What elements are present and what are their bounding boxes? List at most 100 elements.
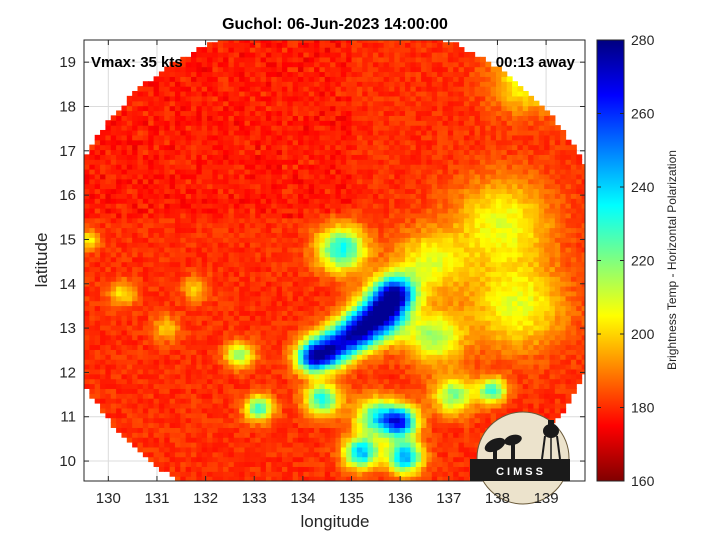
heat-cell: [549, 383, 556, 389]
heat-cell: [340, 451, 347, 458]
heat-cell: [185, 417, 192, 424]
heat-cell: [495, 407, 502, 414]
heat-cell: [490, 256, 497, 263]
heat-cell: [517, 246, 524, 253]
heat-cell: [89, 349, 96, 355]
heat-cell: [158, 359, 165, 365]
heat-cell: [126, 251, 133, 258]
heat-cell: [164, 256, 171, 263]
heat-cell: [319, 256, 326, 263]
heat-cell: [479, 281, 486, 287]
heat-cell: [415, 339, 422, 346]
heat-cell: [405, 329, 411, 336]
heat-cell: [314, 432, 321, 438]
heat-cell: [324, 266, 331, 272]
heat-cell: [100, 251, 106, 258]
heat-cell: [191, 373, 197, 380]
heat-cell: [249, 398, 256, 404]
heat-cell: [340, 417, 347, 424]
heat-cell: [142, 276, 149, 282]
heat-cell: [549, 334, 556, 341]
heat-cell: [463, 300, 470, 307]
heat-cell: [410, 237, 417, 243]
heat-cell: [116, 368, 123, 375]
heat-cell: [164, 305, 171, 311]
heat-cell: [84, 261, 90, 268]
heat-cell: [314, 227, 321, 233]
heat-cell: [362, 315, 369, 321]
heat-cell: [121, 359, 128, 365]
heat-cell: [576, 334, 583, 341]
heat-cell: [485, 422, 492, 428]
heat-cell: [474, 281, 481, 287]
heat-cell: [185, 344, 192, 350]
heat-cell: [447, 310, 454, 316]
heat-cell: [421, 237, 428, 243]
heat-cell: [217, 276, 224, 282]
heat-cell: [223, 383, 230, 389]
heat-cell: [431, 427, 438, 433]
heat-cell: [319, 388, 326, 394]
heat-cell: [415, 300, 422, 307]
heat-cell: [314, 363, 321, 370]
heat-cell: [169, 290, 176, 297]
heat-cell: [292, 388, 299, 394]
heat-cell: [223, 446, 230, 453]
heat-cell: [367, 388, 374, 394]
heat-cell: [84, 334, 90, 341]
heat-cell: [148, 242, 155, 248]
heat-cell: [544, 256, 551, 263]
heat-cell: [249, 368, 256, 375]
heat-cell: [560, 334, 567, 341]
heat-cell: [116, 402, 123, 409]
heat-cell: [340, 466, 347, 472]
heat-cell: [207, 349, 214, 355]
heat-cell: [544, 295, 551, 302]
heat-cell: [121, 256, 128, 263]
heat-cell: [137, 373, 144, 380]
heat-cell: [260, 237, 267, 243]
heat-cell: [581, 261, 585, 268]
heat-cell: [426, 363, 433, 370]
heat-cell: [314, 212, 321, 219]
heat-cell: [378, 354, 385, 360]
heat-cell: [554, 222, 561, 229]
heat-cell: [94, 363, 101, 370]
heat-cell: [340, 256, 347, 263]
heat-cell: [233, 320, 240, 326]
heat-cell: [153, 261, 160, 268]
heat-cell: [437, 437, 444, 443]
heat-cell: [330, 354, 337, 360]
heat-cell: [207, 427, 214, 433]
heat-cell: [517, 368, 524, 375]
heat-cell: [463, 378, 470, 385]
heat-cell: [560, 207, 567, 214]
heat-cell: [201, 402, 208, 409]
heat-cell: [399, 432, 406, 438]
heat-cell: [228, 451, 235, 458]
heat-cell: [517, 329, 524, 336]
heat-cell: [495, 237, 502, 243]
heat-cell: [351, 290, 358, 297]
heat-cell: [458, 407, 465, 414]
heat-cell: [105, 368, 112, 375]
heat-cell: [276, 305, 283, 311]
heat-cell: [362, 251, 369, 258]
heat-cell: [191, 339, 197, 346]
heat-cell: [388, 300, 395, 307]
heat-cell: [324, 412, 331, 419]
heat-cell: [217, 432, 224, 438]
heat-cell: [126, 207, 133, 214]
heat-cell: [276, 368, 283, 375]
heat-cell: [442, 442, 449, 448]
heat-cell: [356, 466, 363, 472]
heat-cell: [121, 320, 128, 326]
heat-cell: [287, 456, 294, 463]
heat-cell: [490, 393, 497, 399]
heat-cell: [239, 471, 246, 477]
heat-cell: [110, 407, 117, 414]
heat-cell: [453, 437, 460, 443]
heat-cell: [528, 246, 535, 253]
heat-cell: [533, 402, 540, 409]
heat-cell: [485, 207, 492, 214]
